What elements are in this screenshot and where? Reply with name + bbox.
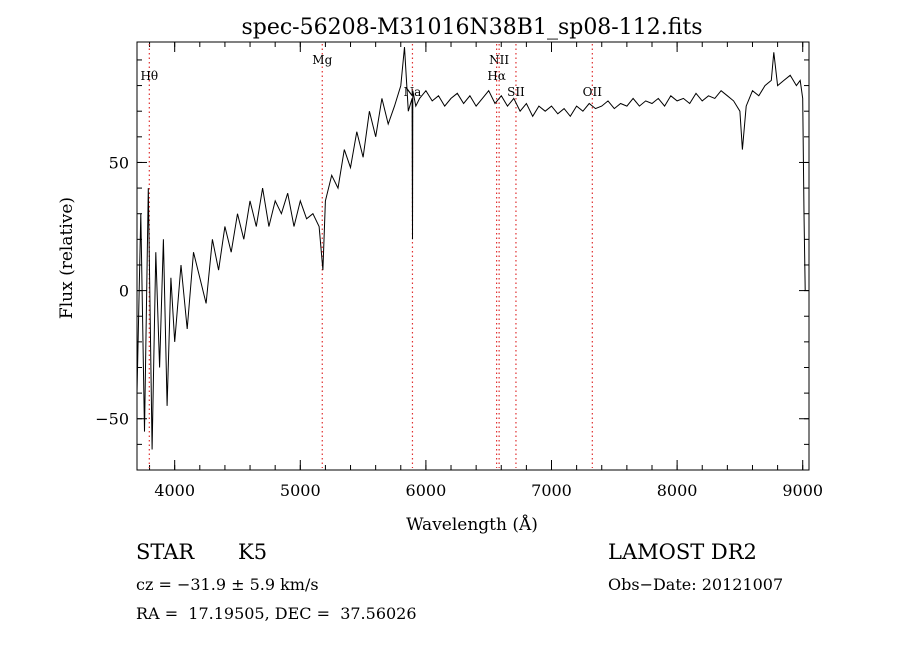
line-label: SII: [507, 85, 525, 99]
observation-date: Obs−Date: 20121007: [608, 575, 784, 594]
plot-frame: [136, 41, 810, 471]
x-tick-label: 4000: [154, 481, 195, 500]
object-subclass: K5: [238, 540, 268, 564]
x-tick-label: 8000: [657, 481, 698, 500]
velocity-cz: cz = −31.9 ± 5.9 km/s: [136, 575, 319, 594]
line-label: NII: [489, 53, 509, 67]
y-tick-label: 0: [119, 282, 129, 301]
x-tick-label: 5000: [280, 481, 321, 500]
line-label: OII: [583, 85, 603, 99]
x-tick-label: 7000: [531, 481, 572, 500]
survey-name: LAMOST DR2: [608, 540, 757, 564]
y-tick-label: −50: [95, 410, 129, 429]
object-type: STAR: [136, 540, 195, 564]
x-tick-label: 9000: [782, 481, 823, 500]
axis-ticks: 4000 5000 6000 7000 8000 9000 −50 0 50: [95, 42, 823, 500]
spectrum-line: [136, 47, 806, 450]
coordinates: RA = 17.19505, DEC = 37.56026: [136, 604, 417, 623]
x-tick-label: 6000: [406, 481, 447, 500]
y-tick-label: 50: [109, 153, 129, 172]
y-axis-label: Flux (relative): [57, 197, 77, 319]
line-label: Hα: [487, 69, 506, 83]
x-axis-label: Wavelength (Å): [406, 514, 538, 535]
line-label: Mg: [312, 53, 332, 67]
chart-title: spec-56208-M31016N38B1_sp08-112.fits: [241, 15, 702, 40]
line-label: Hθ: [140, 69, 158, 83]
